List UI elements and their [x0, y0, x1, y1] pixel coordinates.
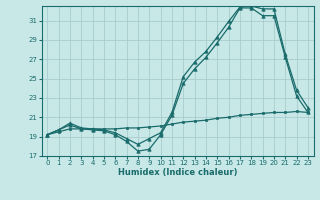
X-axis label: Humidex (Indice chaleur): Humidex (Indice chaleur) — [118, 168, 237, 177]
